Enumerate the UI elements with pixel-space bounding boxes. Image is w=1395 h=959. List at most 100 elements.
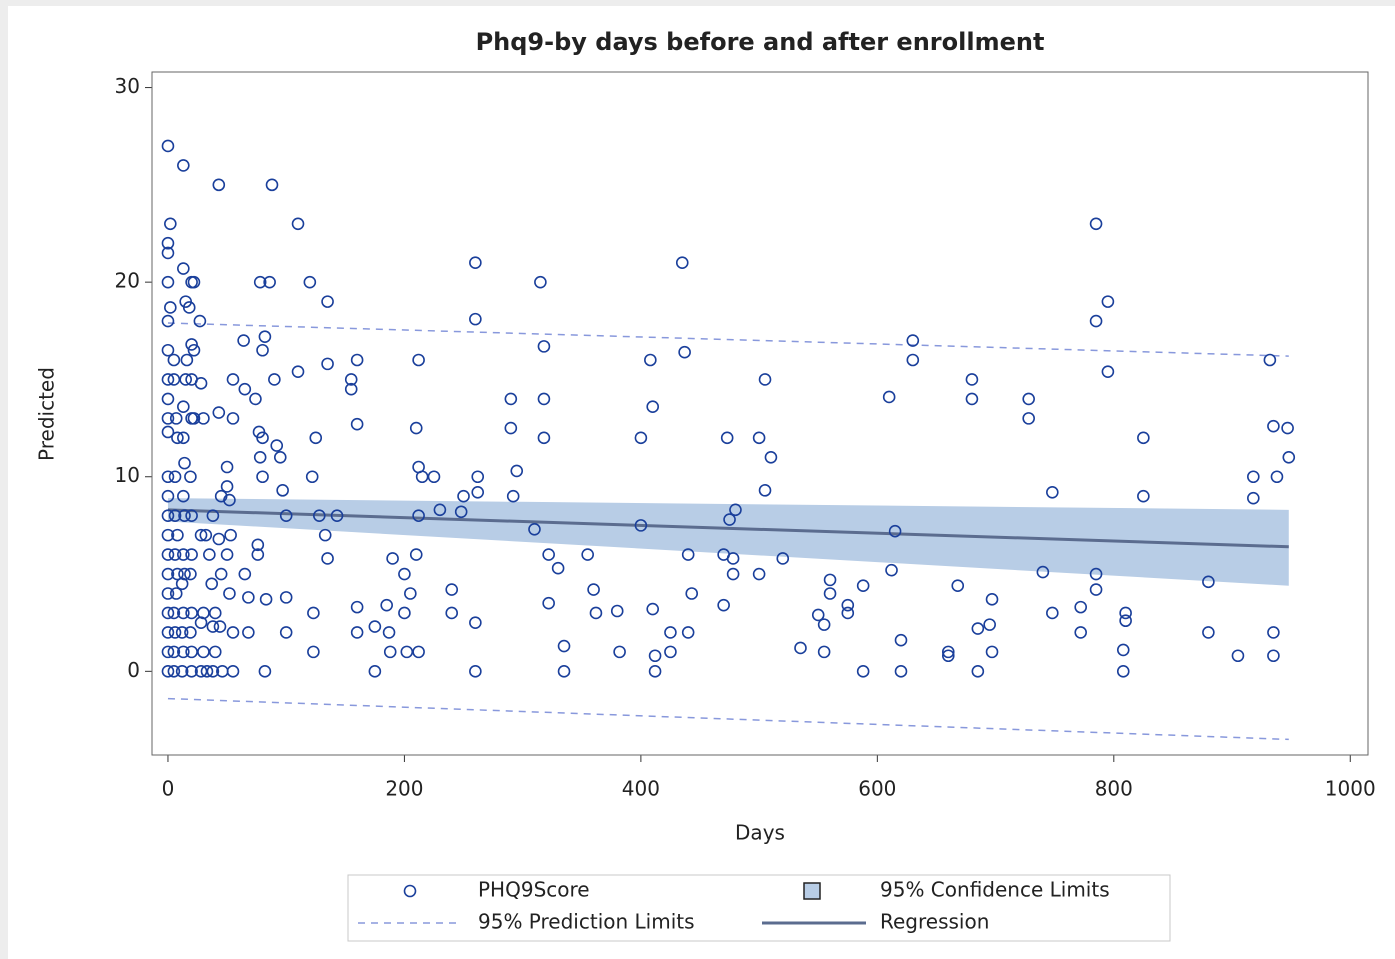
point [178, 456, 191, 470]
point [510, 464, 524, 478]
point [1089, 567, 1103, 581]
point [180, 353, 194, 367]
point [415, 470, 429, 484]
point [823, 587, 837, 600]
point [380, 598, 393, 612]
point [249, 392, 262, 406]
point [194, 377, 208, 390]
point [811, 608, 825, 622]
point [1046, 606, 1059, 620]
point [412, 645, 425, 659]
point [273, 450, 287, 464]
point [817, 618, 831, 631]
prediction-limit [167, 697, 1289, 741]
point [312, 509, 326, 522]
point [648, 665, 662, 678]
point [178, 509, 191, 522]
point [409, 421, 423, 435]
point [303, 275, 317, 289]
point [1074, 600, 1088, 614]
point [504, 421, 518, 435]
point [161, 470, 175, 484]
point [675, 256, 689, 269]
point [187, 343, 201, 357]
point [646, 602, 660, 616]
point [220, 548, 234, 561]
point [175, 665, 189, 678]
point [368, 665, 382, 678]
point [169, 587, 183, 600]
point [344, 373, 358, 386]
point [212, 178, 226, 192]
point [168, 470, 182, 484]
point [469, 312, 482, 326]
point [203, 548, 216, 561]
point [1089, 217, 1103, 231]
x-tick-label: 0 [162, 777, 175, 801]
point [161, 343, 175, 357]
point [504, 392, 518, 406]
legend-label: 95% Prediction Limits [478, 910, 695, 934]
point [752, 431, 766, 445]
point [537, 340, 551, 353]
point [681, 626, 695, 639]
point [242, 591, 255, 604]
y-tick-label: 30 [115, 74, 140, 98]
point [1282, 450, 1296, 464]
point [471, 486, 485, 499]
point [726, 567, 740, 581]
point [171, 528, 184, 542]
point [279, 591, 293, 604]
point [1267, 649, 1280, 663]
point [906, 334, 920, 347]
point [161, 626, 175, 639]
point [1270, 470, 1284, 484]
point [1101, 365, 1115, 378]
point [685, 587, 699, 600]
point [321, 357, 334, 371]
point [581, 548, 594, 561]
point [177, 400, 190, 413]
point [263, 275, 276, 289]
point [238, 382, 252, 396]
point [398, 606, 411, 620]
point [167, 353, 181, 367]
point [383, 645, 397, 659]
point [882, 390, 896, 404]
point [1022, 412, 1035, 425]
legend-label: 95% Confidence Limits [880, 878, 1110, 902]
point [276, 484, 289, 497]
point [184, 567, 197, 581]
point [1281, 421, 1294, 435]
point [291, 365, 305, 378]
point [185, 665, 198, 678]
point [185, 645, 198, 659]
point [223, 493, 236, 507]
point [318, 528, 332, 542]
point [161, 509, 175, 522]
point [185, 606, 198, 620]
point [557, 665, 571, 678]
point [182, 301, 196, 314]
point [226, 626, 240, 639]
point [171, 567, 184, 581]
point [161, 425, 175, 439]
point [175, 626, 189, 639]
point [752, 567, 766, 581]
point [985, 593, 999, 606]
point [305, 470, 319, 484]
point [1022, 392, 1035, 406]
point [185, 338, 198, 351]
point [161, 373, 175, 386]
prediction-limit [167, 322, 1289, 357]
point [823, 573, 837, 587]
point [1202, 626, 1215, 639]
point [167, 373, 181, 386]
point [726, 552, 740, 565]
point [161, 587, 175, 600]
point [177, 645, 190, 659]
point [270, 439, 284, 452]
point [941, 645, 955, 659]
point [213, 620, 227, 633]
legend-label: Regression [880, 910, 989, 934]
